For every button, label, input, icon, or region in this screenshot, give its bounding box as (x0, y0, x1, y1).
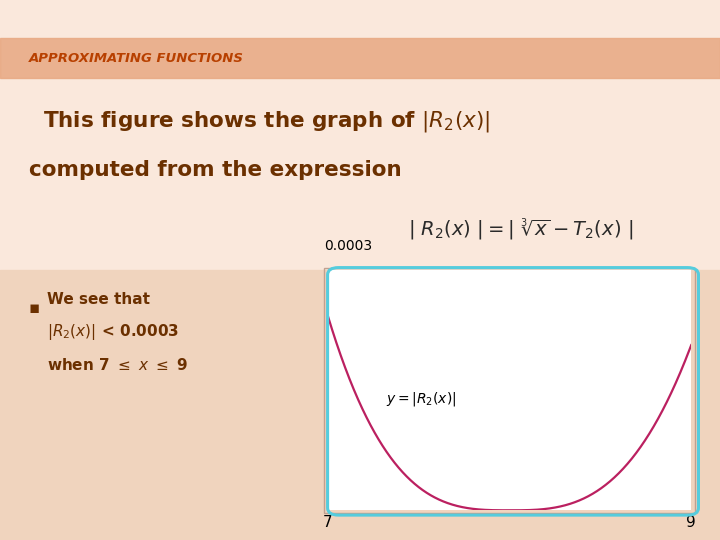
Text: We see that: We see that (47, 292, 150, 307)
Text: $|R_2(x)|$ < 0.0003: $|R_2(x)|$ < 0.0003 (47, 322, 179, 342)
Text: computed from the expression: computed from the expression (29, 160, 402, 180)
Bar (0, 270, 720, 540)
Text: APPROXIMATING FUNCTIONS: APPROXIMATING FUNCTIONS (29, 52, 243, 65)
Text: ▪: ▪ (29, 299, 40, 317)
Text: $| \ R_2(x) \ | = | \ \sqrt[3]{x} - T_2(x) \ |$: $| \ R_2(x) \ | = | \ \sqrt[3]{x} - T_2(… (408, 217, 634, 242)
Bar (0, 0, 720, 270)
Bar (0, 38, 720, 78)
Text: $y = |R_2(x)|$: $y = |R_2(x)|$ (386, 390, 456, 408)
Text: This figure shows the graph of $|R_2(x)|$: This figure shows the graph of $|R_2(x)|… (43, 109, 490, 134)
Text: when 7 $\leq$ $x$ $\leq$ 9: when 7 $\leq$ $x$ $\leq$ 9 (47, 356, 188, 373)
Text: 0.0003: 0.0003 (324, 239, 372, 253)
